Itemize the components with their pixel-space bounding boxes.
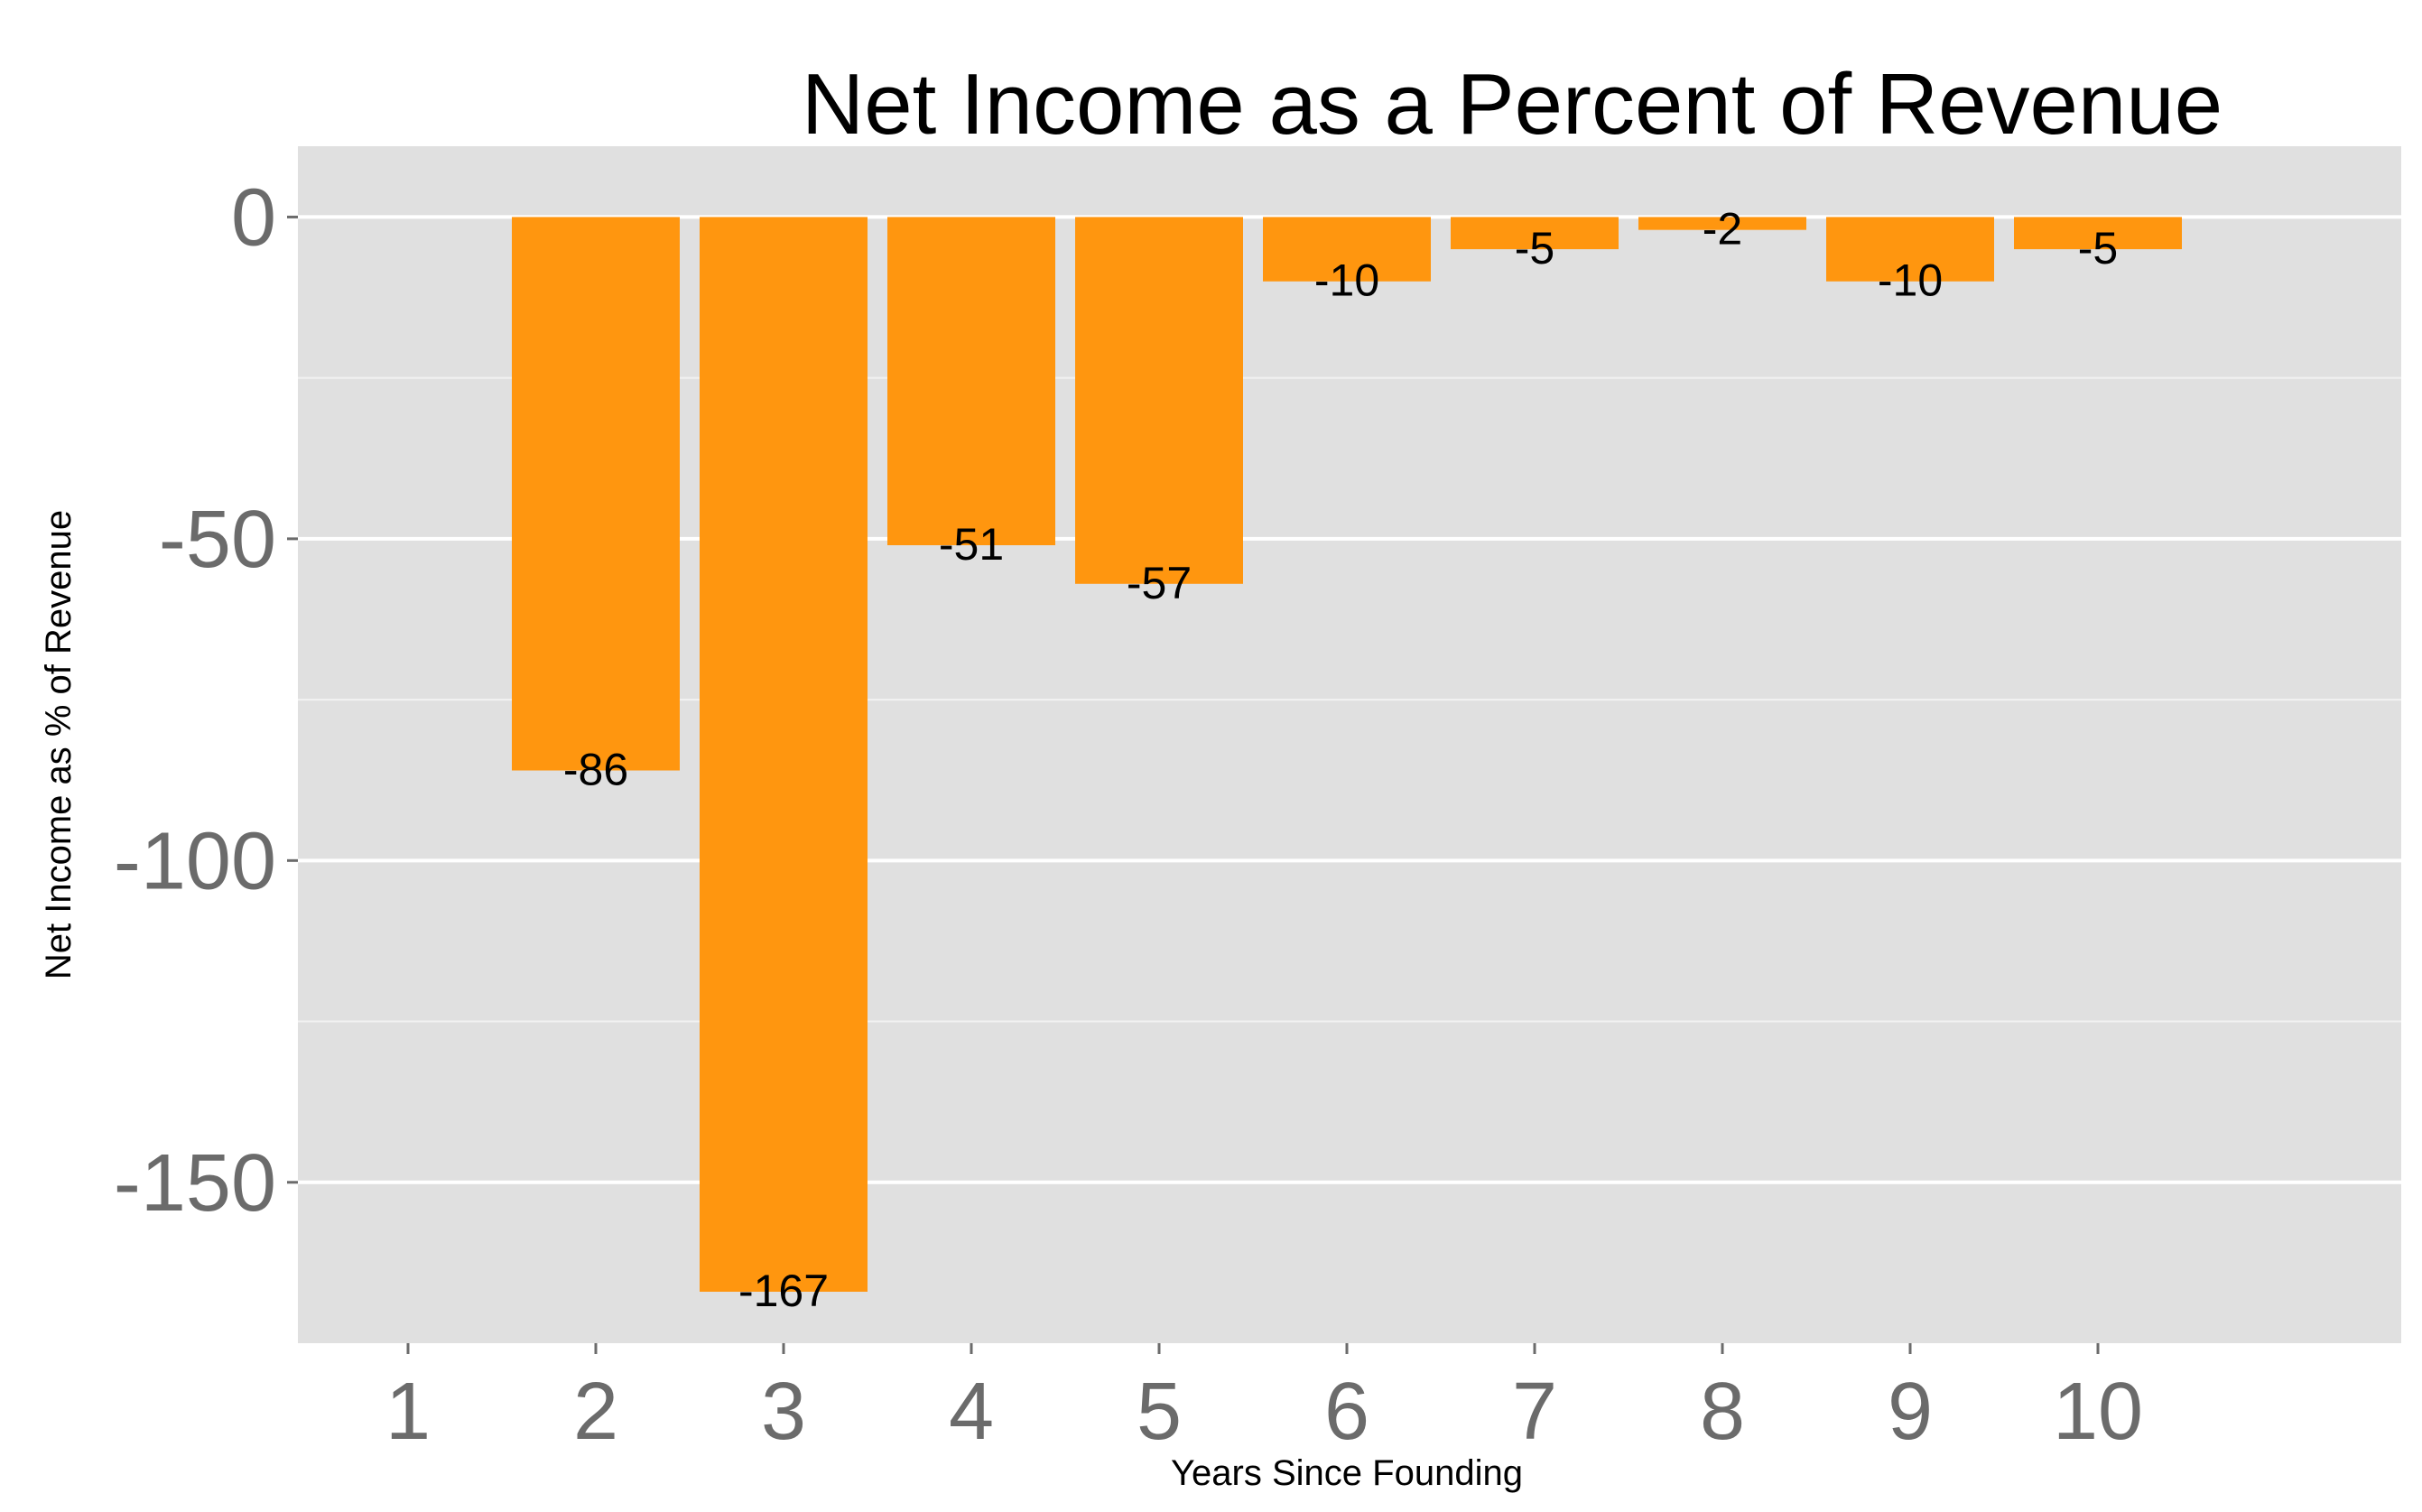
bar-year-4 — [887, 217, 1055, 545]
x-axis-title: Years Since Founding — [1171, 1453, 1523, 1493]
bar-year-2 — [512, 217, 680, 771]
x-tick-label: 5 — [1137, 1367, 1182, 1457]
data-label-year-6: -10 — [1314, 255, 1379, 306]
bars — [512, 217, 2182, 1292]
bar-year-10 — [2014, 217, 2182, 250]
x-tick-label: 7 — [1512, 1367, 1557, 1457]
data-label-year-2: -86 — [563, 745, 628, 795]
bar-year-8 — [1638, 217, 1806, 230]
x-tick-label: 1 — [385, 1367, 431, 1457]
data-label-year-10: -5 — [2078, 223, 2118, 274]
y-axis-title: Net Income as % of Revenue — [39, 510, 79, 979]
y-tick-label: -100 — [114, 816, 276, 906]
y-tick-label: -50 — [159, 495, 276, 585]
y-tick-label: -150 — [114, 1138, 276, 1229]
x-tick-label: 9 — [1888, 1367, 1933, 1457]
x-tick-label: 10 — [2053, 1367, 2143, 1457]
x-tick-label: 2 — [573, 1367, 618, 1457]
y-tick-label: 0 — [231, 172, 276, 263]
data-label-year-4: -51 — [939, 519, 1004, 570]
bar-year-9 — [1826, 217, 1994, 282]
x-tick-label: 6 — [1324, 1367, 1369, 1457]
data-label-year-5: -57 — [1127, 558, 1192, 608]
x-tick-label: 8 — [1700, 1367, 1745, 1457]
data-label-year-3: -167 — [738, 1266, 829, 1316]
x-tick-label: 4 — [949, 1367, 994, 1457]
chart-title: Net Income as a Percent of Revenue — [802, 56, 2222, 153]
y-axis: 0 -50 -100 -150 — [114, 172, 298, 1229]
x-tick-label: 3 — [761, 1367, 806, 1457]
bar-year-3 — [700, 217, 868, 1292]
x-axis: 1 2 3 4 5 6 7 8 9 10 — [385, 1343, 2143, 1457]
bar-year-6 — [1263, 217, 1431, 282]
data-label-year-7: -5 — [1515, 223, 1554, 274]
bar-year-5 — [1075, 217, 1243, 584]
data-label-year-8: -2 — [1703, 204, 1742, 255]
data-label-year-9: -10 — [1878, 255, 1943, 306]
data-labels: -86 -167 -51 -57 -10 -5 -2 -10 -5 — [563, 204, 2118, 1316]
bar-year-7 — [1451, 217, 1619, 250]
